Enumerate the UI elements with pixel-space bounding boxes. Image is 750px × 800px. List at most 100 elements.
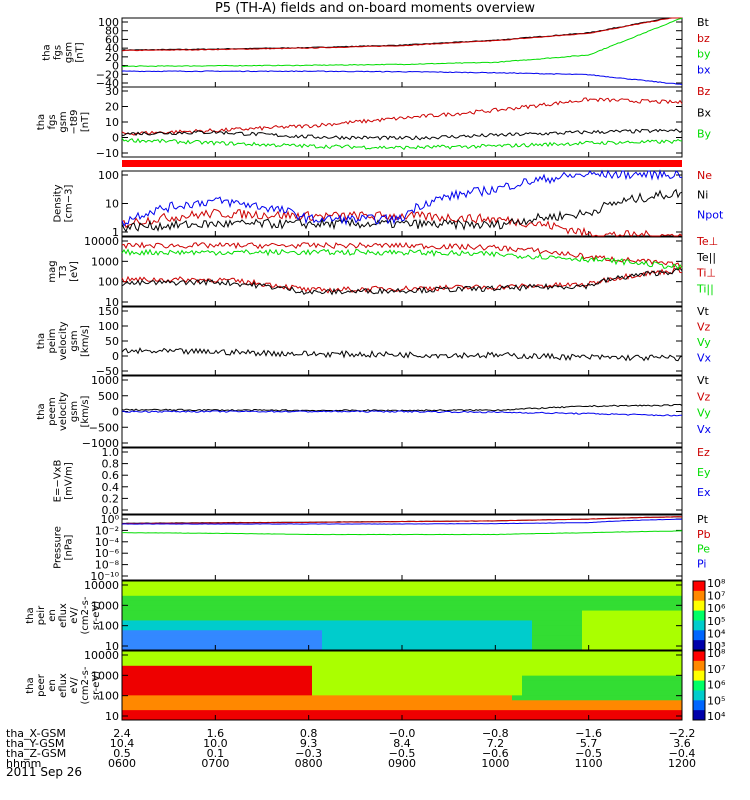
spectrogram-cell: [452, 595, 463, 602]
y-axis-label: peer: [36, 673, 47, 697]
ephemeris-value: 0600: [108, 757, 136, 770]
spectrogram-cell: [312, 690, 323, 696]
spectrogram-cell: [392, 655, 403, 662]
spectrogram-cell: [572, 710, 583, 716]
spectrogram-cell: [592, 670, 603, 677]
spectrogram-cell: [472, 600, 483, 607]
spectrogram-cell: [212, 655, 223, 662]
colorbar-tick-label: 10⁴: [707, 627, 726, 640]
spectrogram-cell: [612, 610, 623, 616]
y-tick-label: 100: [98, 320, 119, 333]
spectrogram-cell: [552, 615, 563, 621]
spectrogram-cell: [432, 605, 443, 612]
spectrogram-cell: [512, 600, 523, 607]
spectrogram-cell: [252, 605, 263, 612]
spectrogram-cell: [252, 695, 263, 701]
ephemeris-value: 0.5: [113, 747, 131, 760]
spectrogram-cell: [552, 620, 563, 626]
spectrogram-cell: [202, 600, 213, 607]
spectrogram-cell: [482, 705, 493, 711]
spectrogram-cell: [302, 581, 313, 587]
spectrogram-cell: [382, 625, 393, 631]
spectrogram-cell: [202, 700, 213, 706]
spectrogram-cell: [132, 675, 143, 682]
spectrogram-cell: [592, 715, 603, 721]
spectrogram-cell: [152, 630, 163, 636]
spectrogram-cell: [132, 710, 143, 716]
spectrogram-cell: [622, 651, 633, 657]
spectrogram-cell: [462, 615, 473, 621]
spectrogram-cell: [342, 615, 353, 621]
spectrogram-cell: [622, 645, 633, 651]
spectrogram-cell: [262, 660, 273, 667]
y-axis-label: [km/s]: [80, 395, 91, 427]
spectrogram-cell: [432, 640, 443, 646]
spectrogram-cell: [192, 690, 203, 696]
spectrogram-cell: [662, 630, 673, 636]
spectrogram-cell: [282, 651, 293, 657]
spectrogram-cell: [282, 700, 293, 706]
spectrogram-cell: [652, 700, 663, 706]
spectrogram-cell: [302, 620, 313, 626]
spectrogram-cell: [212, 640, 223, 646]
ephemeris-value: 10.4: [110, 737, 135, 750]
spectrogram-cell: [642, 620, 653, 626]
spectrogram-cell: [662, 651, 673, 657]
spectrogram-cell: [662, 640, 673, 646]
spectrogram-cell: [472, 590, 483, 597]
spectrogram-cell: [232, 700, 243, 706]
spectrogram-cell: [352, 710, 363, 716]
spectrogram-cell: [462, 651, 473, 657]
spectrogram-peir-spec: [122, 581, 683, 651]
series-line-density-Ne: [121, 208, 683, 238]
spectrogram-cell: [402, 680, 413, 686]
spectrogram-cell: [232, 670, 243, 677]
spectrogram-cell: [422, 585, 433, 592]
spectrogram-cell: [672, 581, 683, 587]
spectrogram-cell: [412, 615, 423, 621]
spectrogram-cell: [232, 710, 243, 716]
spectrogram-cell: [662, 590, 673, 597]
spectrogram-cell: [222, 630, 233, 636]
spectrogram-cell: [382, 660, 393, 667]
spectrogram-cell: [382, 615, 393, 621]
spectrogram-cell: [352, 715, 363, 721]
spectrogram-cell: [172, 670, 183, 677]
spectrogram-cell: [342, 610, 353, 616]
spectrogram-cell: [662, 615, 673, 621]
spectrogram-cell: [422, 630, 433, 636]
spectrogram-cell: [542, 630, 553, 636]
spectrogram-cell: [652, 675, 663, 682]
spectrogram-cell: [392, 620, 403, 626]
spectrogram-cell: [422, 700, 433, 706]
spectrogram-cell: [362, 665, 373, 672]
spectrogram-cell: [282, 635, 293, 641]
spectrogram-cell: [532, 651, 543, 657]
y-tick-label: 10: [105, 640, 119, 653]
spectrogram-cell: [262, 610, 273, 616]
y-tick-label: 10⁰: [101, 513, 120, 526]
spectrogram-cell: [192, 675, 203, 682]
spectrogram-cell: [442, 640, 453, 646]
spectrogram-cell: [202, 685, 213, 691]
spectrogram-cell: [672, 655, 683, 662]
ephemeris-value: 10.0: [203, 737, 228, 750]
spectrogram-cell: [582, 680, 593, 686]
ephemeris-value: 7.2: [487, 737, 505, 750]
spectrogram-cell: [612, 705, 623, 711]
spectrogram-cell: [362, 700, 373, 706]
spectrogram-cell: [472, 640, 483, 646]
spectrogram-cell: [122, 620, 133, 626]
spectrogram-cell: [132, 615, 143, 621]
spectrogram-cell: [482, 605, 493, 612]
spectrogram-cell: [622, 595, 633, 602]
spectrogram-cell: [652, 630, 663, 636]
spectrogram-cell: [532, 685, 543, 691]
spectrogram-cell: [382, 655, 393, 662]
spectrogram-cell: [512, 595, 523, 602]
spectrogram-cell: [272, 665, 283, 672]
spectrogram-cell: [152, 655, 163, 662]
spectrogram-cell: [362, 610, 373, 616]
legend-entry-Te||: Te||: [696, 251, 716, 264]
spectrogram-cell: [622, 605, 633, 612]
